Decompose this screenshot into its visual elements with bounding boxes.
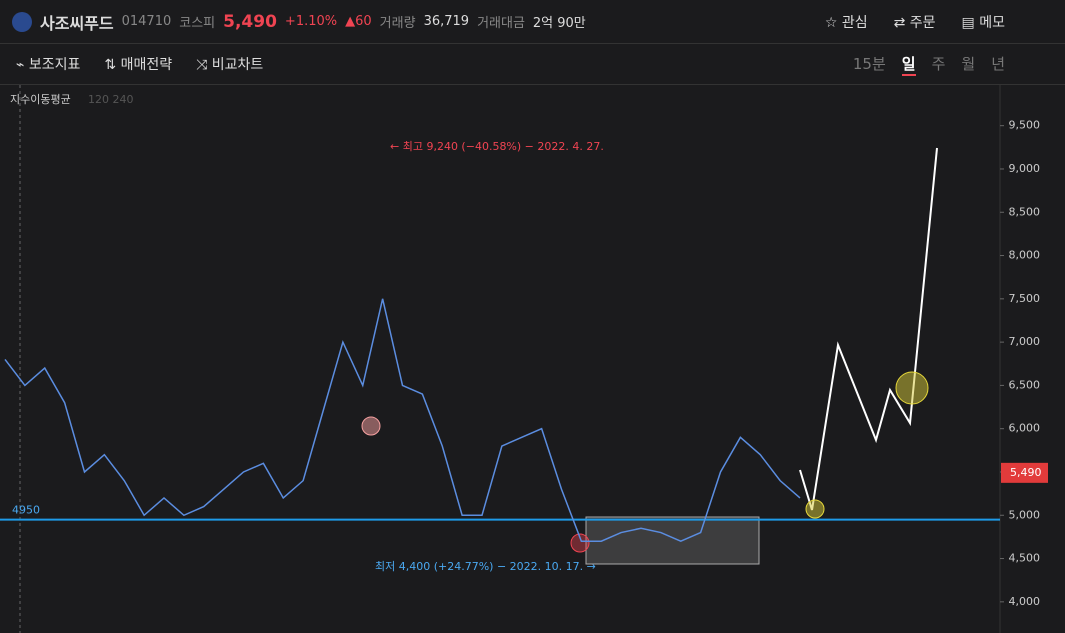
logo	[12, 11, 32, 32]
indicator: 지수이동평균	[10, 93, 71, 106]
y-tick-label: 6,000	[1009, 422, 1041, 435]
toolbar: ⌁ 보조지표 ⇅ 매매전략 ⤨ 비교차트 15분 일 주 월 년	[0, 44, 1065, 85]
y-tick-label: 4,500	[1009, 552, 1041, 565]
y-tick-label: 9,500	[1009, 119, 1041, 132]
action[interactable]: ⇄ 주문	[893, 14, 936, 31]
market: 코스피	[179, 16, 216, 31]
marker	[361, 416, 381, 436]
low-annotation: 최저 4,400 (+24.77%) − 2022. 10. 17. →	[375, 560, 596, 573]
action[interactable]: ▤ 메모	[961, 14, 1005, 31]
change-value: 60	[355, 14, 372, 29]
marker	[895, 371, 929, 405]
marker	[805, 499, 825, 519]
amount-label: 거래대금	[477, 16, 525, 31]
change-pct: +1.10%	[284, 14, 338, 29]
volume-label: 거래량	[379, 16, 416, 31]
action[interactable]: ☆ 관심	[824, 14, 868, 31]
price-tag	[1001, 462, 1048, 483]
tool[interactable]: ⇅ 매매전략	[104, 57, 173, 73]
trend-drawing	[799, 147, 938, 511]
y-tick-label: 7,500	[1009, 292, 1041, 305]
stock-name: 사조씨푸드	[40, 13, 114, 33]
period[interactable]: 15분	[852, 54, 886, 73]
period[interactable]: 월	[961, 54, 976, 73]
price-tag-label: 5,490	[1010, 466, 1042, 479]
action-label[interactable]: 관심	[841, 14, 868, 31]
y-tick-label: 7,000	[1009, 335, 1041, 348]
period[interactable]: 일	[901, 53, 916, 76]
y-tick-label: 5,000	[1009, 508, 1041, 521]
y-tick-label: 6,500	[1009, 378, 1041, 391]
tool[interactable]: ⌁ 보조지표	[16, 57, 81, 73]
y-tick-label: 8,500	[1009, 205, 1041, 218]
amount: 2억 90만	[532, 16, 586, 31]
support-label: 4950	[12, 504, 40, 517]
y-tick-label: 9,000	[1009, 162, 1041, 175]
action-label[interactable]: 메모	[979, 14, 1005, 31]
indicator-params: 120 240	[88, 93, 134, 106]
high-annotation: ← 최고 9,240 (−40.58%) − 2022. 4. 27.	[390, 140, 604, 153]
period[interactable]: 주	[931, 54, 946, 73]
price: 5,490	[223, 11, 277, 32]
box-drawing	[585, 516, 760, 565]
price-line	[4, 298, 801, 543]
chart: 지수이동평균 120 240 4,0004,5005,0005,5006,000…	[0, 85, 1048, 633]
tool-label[interactable]: 매매전략	[120, 57, 173, 73]
marker	[570, 533, 590, 553]
change: ▲60	[345, 14, 372, 29]
period[interactable]: 년	[991, 54, 1005, 73]
y-tick-label: 4,000	[1009, 595, 1041, 608]
volume: 36,719	[423, 14, 470, 29]
tool-label[interactable]: 비교차트	[211, 57, 264, 73]
tool-label[interactable]: 보조지표	[28, 57, 81, 73]
action-label[interactable]: 주문	[909, 14, 936, 31]
y-tick-label: 8,000	[1009, 249, 1041, 262]
code: 014710	[121, 14, 172, 29]
tool[interactable]: ⤨ 비교차트	[196, 57, 264, 73]
header: 사조씨푸드 014710 코스피 5,490 +1.10% ▲60 거래량 36…	[0, 0, 1065, 44]
